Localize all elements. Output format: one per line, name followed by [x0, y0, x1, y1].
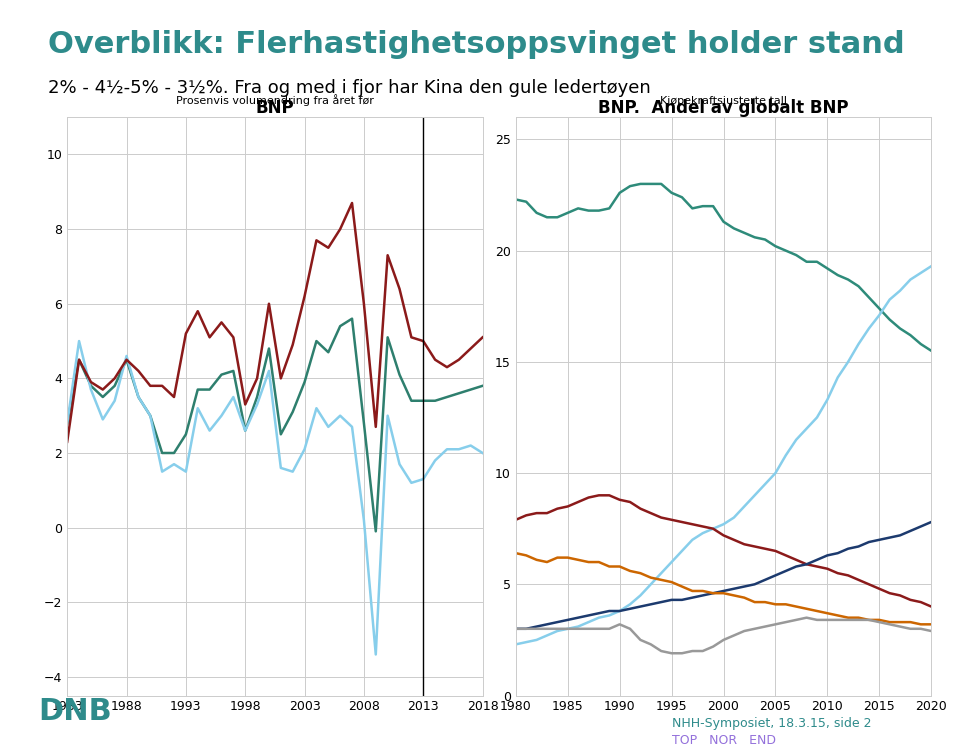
Title: BNP.  Andel av globalt BNP: BNP. Andel av globalt BNP: [598, 99, 849, 117]
Text: NHH-Symposiet, 18.3.15, side 2: NHH-Symposiet, 18.3.15, side 2: [672, 717, 872, 730]
Title: BNP: BNP: [255, 99, 294, 117]
Text: DNB: DNB: [38, 697, 112, 726]
Text: TOP   NOR   END: TOP NOR END: [672, 734, 776, 747]
Text: Overblikk: Flerhastighetsoppsvinget holder stand: Overblikk: Flerhastighetsoppsvinget hold…: [48, 30, 904, 59]
Text: 2% - 4½-5% - 3½%. Fra og med i fjor har Kina den gule ledertøyen: 2% - 4½-5% - 3½%. Fra og med i fjor har …: [48, 79, 651, 98]
Text: Prosenvis volumendring fra året før: Prosenvis volumendring fra året før: [176, 94, 373, 106]
Text: Kjøpekraftsjusterte tall: Kjøpekraftsjusterte tall: [660, 95, 787, 106]
